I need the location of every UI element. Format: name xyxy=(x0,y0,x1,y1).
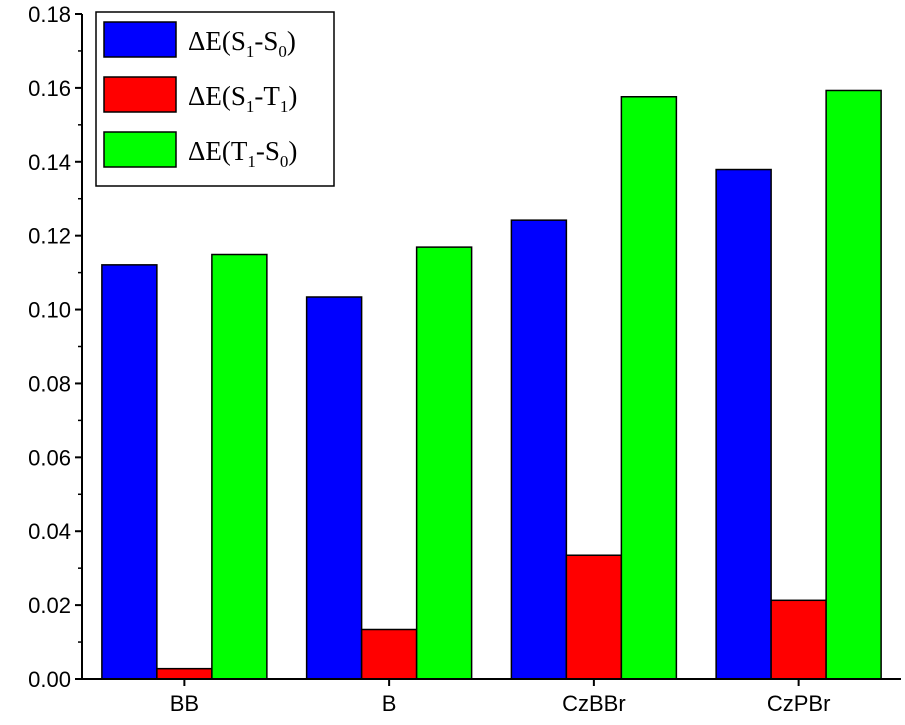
y-tick-label: 0.12 xyxy=(28,224,71,249)
legend-label-part: ) xyxy=(288,81,297,111)
legend-label-part: ) xyxy=(288,136,297,166)
y-tick-label: 0.10 xyxy=(28,298,71,323)
y-tick-label: 0.02 xyxy=(28,593,71,618)
legend-label: ΔE(S1-T1) xyxy=(188,81,297,116)
x-tick-label: BB xyxy=(170,691,199,716)
legend-label-part: ΔE(S xyxy=(188,26,246,56)
axes-layer: 0.00 0.02 0.04 0.06 0.08 0.10 0.12 0.14 0.16 0.18… xyxy=(28,2,901,716)
legend-label-part: 1 xyxy=(247,152,256,171)
legend-label-part: -S xyxy=(256,136,280,166)
bar-b-series-1 xyxy=(305,296,363,680)
bar-bb-series-3 xyxy=(211,253,268,680)
y-tick-label: 0.08 xyxy=(28,371,71,396)
legend-label-part: -S xyxy=(254,26,278,56)
bar-czbbr-series-2 xyxy=(565,554,623,680)
y-tick-label: 0.06 xyxy=(28,445,71,470)
legend-swatch xyxy=(103,21,177,58)
legend-label: ΔE(S1-S0) xyxy=(188,26,296,61)
bar-bb-series-2 xyxy=(156,667,213,680)
legend-label-part: 0 xyxy=(278,42,287,61)
y-tick-label: 0.00 xyxy=(28,667,71,692)
x-tick-label: B xyxy=(382,691,397,716)
legend-label-part: 1 xyxy=(246,42,255,61)
x-tick-label: CzBBr xyxy=(562,691,626,716)
y-tick-label: 0.18 xyxy=(28,2,71,27)
bar-bb-series-1 xyxy=(101,264,158,680)
legend: ΔE(S1-S0)ΔE(S1-T1)ΔE(T1-S0) xyxy=(95,11,335,187)
y-tick-label: 0.16 xyxy=(28,76,71,101)
legend-label-part: 0 xyxy=(280,152,289,171)
legend-label-part: ΔE(S xyxy=(188,81,246,111)
bar-b-series-2 xyxy=(360,628,418,680)
legend-label-part: 1 xyxy=(246,97,255,116)
y-tick-label: 0.04 xyxy=(28,519,71,544)
bar-czbbr-series-1 xyxy=(510,219,568,680)
bar-czpbr-series-2 xyxy=(770,599,827,680)
legend-swatch xyxy=(103,131,177,168)
legend-swatch xyxy=(103,76,177,113)
x-tick-label: CzPBr xyxy=(767,691,831,716)
bar-czpbr-series-1 xyxy=(715,168,772,680)
y-tick-label: 0.14 xyxy=(28,150,71,175)
bar-b-series-3 xyxy=(415,246,473,680)
bars-layer xyxy=(101,89,882,680)
bar-czbbr-series-3 xyxy=(620,96,678,680)
legend-label-part: -T xyxy=(254,81,280,111)
legend-label-part: 1 xyxy=(280,97,289,116)
legend-label-part: ) xyxy=(287,26,296,56)
bar-czpbr-series-3 xyxy=(825,89,882,680)
legend-label: ΔE(T1-S0) xyxy=(188,136,297,171)
legend-label-part: ΔE(T xyxy=(188,136,248,166)
